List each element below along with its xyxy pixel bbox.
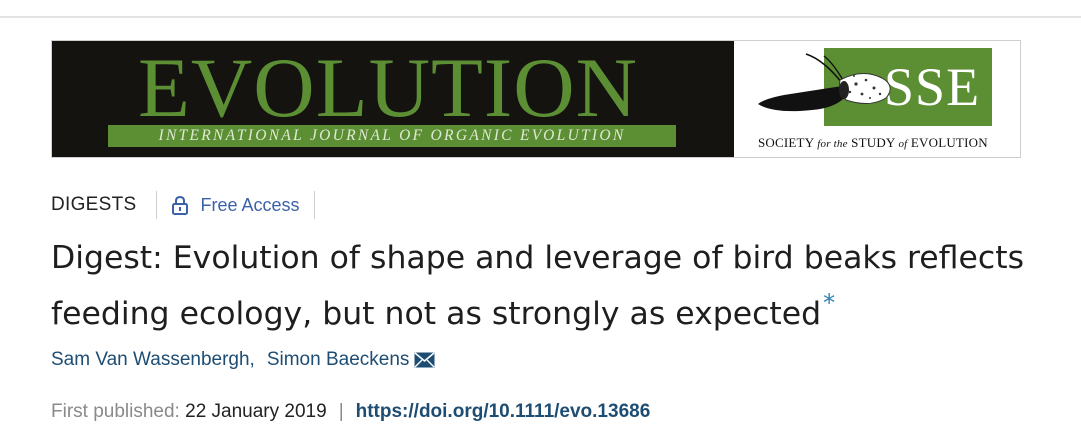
free-access-badge: Free Access [200, 194, 300, 215]
society-word: of [898, 138, 908, 150]
published-label: First published: [51, 401, 180, 422]
society-name: SOCIETY for the STUDY of EVOLUTION [758, 135, 1008, 151]
author-separator: , [249, 349, 255, 370]
society-word: EVOLUTION [910, 135, 988, 150]
article-title-text: Digest: Evolution of shape and leverage … [51, 240, 1024, 332]
moth-icon [758, 53, 891, 112]
author-link[interactable]: Simon Baeckens [266, 349, 410, 370]
envelope-icon[interactable] [414, 352, 435, 368]
journal-name: EVOLUTION [138, 41, 638, 135]
journal-subtitle-bar: INTERNATIONAL JOURNAL OF ORGANIC EVOLUTI… [108, 125, 676, 147]
divider [155, 191, 157, 219]
lock-icon [171, 195, 188, 215]
divider: | [338, 401, 344, 422]
sse-abbrev: SSE [884, 57, 981, 117]
society-logo: SSE SOCIETY for the STUDY of EVOLUTION [734, 41, 1020, 157]
journal-logo: EVOLUTION INTERNATIONAL JOURNAL OF ORGAN… [52, 41, 734, 157]
journal-banner[interactable]: EVOLUTION INTERNATIONAL JOURNAL OF ORGAN… [51, 40, 1021, 158]
society-word: STUDY [851, 135, 896, 150]
published-date: 22 January 2019 [185, 401, 327, 422]
author-link[interactable]: Sam Van Wassenbergh [51, 349, 250, 370]
article-title: Digest: Evolution of shape and leverage … [51, 236, 1061, 337]
society-word: SOCIETY [758, 135, 814, 150]
journal-subtitle: INTERNATIONAL JOURNAL OF ORGANIC EVOLUTI… [158, 127, 626, 144]
footnote-marker[interactable]: * [823, 289, 836, 317]
publication-info: First published: 22 January 2019 | https:/… [51, 401, 650, 423]
article-meta-row: DIGESTS Free Access [51, 190, 315, 220]
doi-link[interactable]: https://doi.org/10.1111/evo.13686 [355, 401, 651, 422]
author-list: Sam Van Wassenbergh, Simon Baeckens [51, 349, 435, 371]
society-word: for the [817, 138, 848, 150]
section-label: DIGESTS [51, 194, 137, 215]
top-divider [0, 16, 1081, 18]
divider [313, 191, 315, 219]
